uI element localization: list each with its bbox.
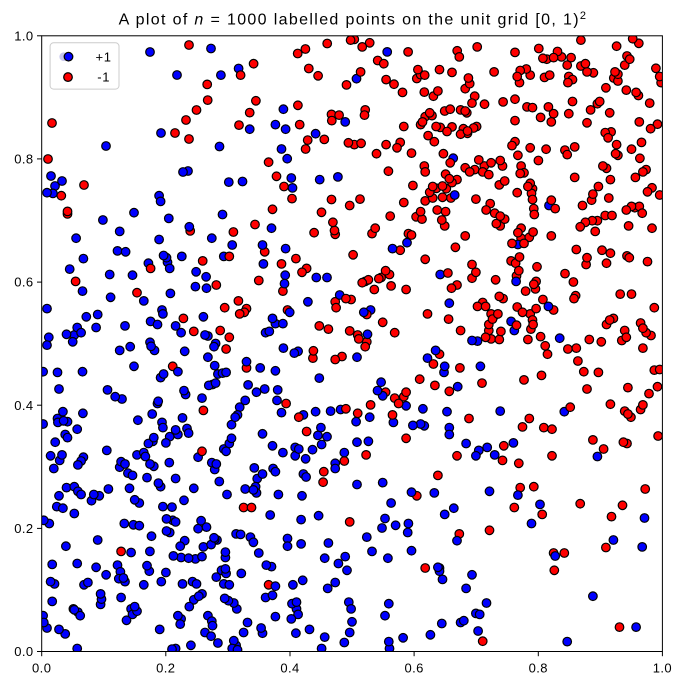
- svg-text:0.0: 0.0: [32, 661, 51, 676]
- svg-text:1.0: 1.0: [14, 28, 33, 43]
- svg-text:0.6: 0.6: [404, 661, 423, 676]
- svg-text:0.4: 0.4: [14, 398, 33, 413]
- svg-text:0.2: 0.2: [14, 521, 33, 536]
- svg-text:0.2: 0.2: [156, 661, 175, 676]
- svg-text:+1: +1: [96, 49, 112, 64]
- svg-text:0.0: 0.0: [14, 644, 33, 659]
- svg-text:-1: -1: [97, 70, 110, 85]
- svg-text:0.4: 0.4: [280, 661, 299, 676]
- svg-text:A plot of n = 1000 labelled po: A plot of n = 1000 labelled points on th…: [119, 10, 588, 29]
- svg-text:0.8: 0.8: [14, 152, 33, 167]
- svg-text:0.6: 0.6: [14, 275, 33, 290]
- svg-text:1.0: 1.0: [653, 661, 672, 676]
- svg-text:0.8: 0.8: [529, 661, 548, 676]
